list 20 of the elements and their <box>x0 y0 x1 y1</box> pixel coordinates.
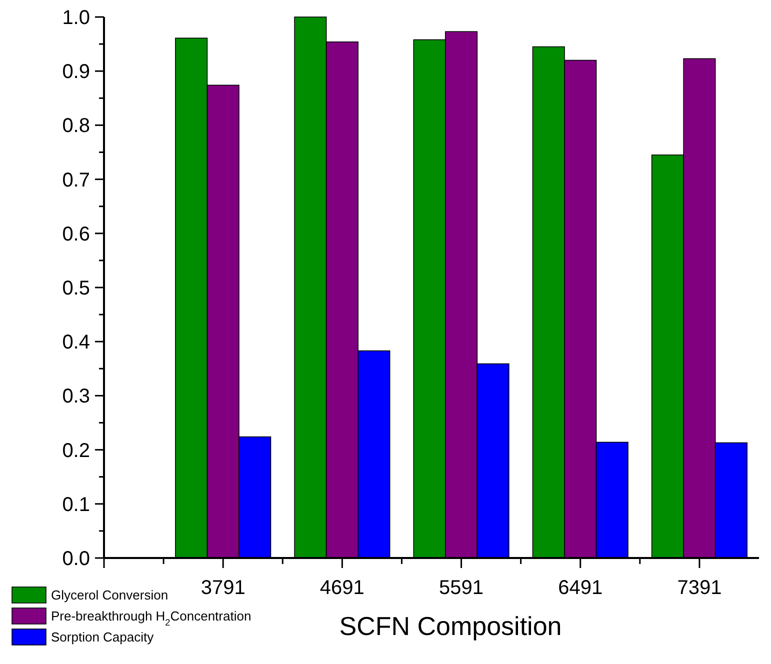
y-tick-label: 0.8 <box>62 115 90 138</box>
legend-label: Pre-breakthrough H$_{2}$Concentration <box>51 608 252 628</box>
x-tick-label: 7391 <box>677 577 722 599</box>
y-tick-label: 0.2 <box>62 440 90 462</box>
y-tick-label: 0.5 <box>62 278 90 300</box>
legend-label: Sorption Capacity <box>51 630 154 645</box>
legend-label: Glycerol Conversion <box>51 588 168 603</box>
x-tick-label: 6491 <box>558 577 603 599</box>
x-tick-label: 4691 <box>320 577 364 599</box>
y-tick-label: 0.9 <box>62 61 90 84</box>
y-tick-label: 0.1 <box>62 494 90 516</box>
x-axis-title: SCFN Composition <box>339 611 562 641</box>
y-tick-label: 0.6 <box>62 223 90 246</box>
y-tick-label: 0.0 <box>62 548 90 570</box>
y-tick-label: 0.4 <box>62 332 90 354</box>
y-tick-label: 0.7 <box>62 169 90 192</box>
y-tick-label: 1.0 <box>62 7 90 29</box>
x-tick-label: 3791 <box>200 577 246 599</box>
x-tick-label: 5591 <box>439 577 484 599</box>
y-tick-label: 0.3 <box>62 386 90 408</box>
